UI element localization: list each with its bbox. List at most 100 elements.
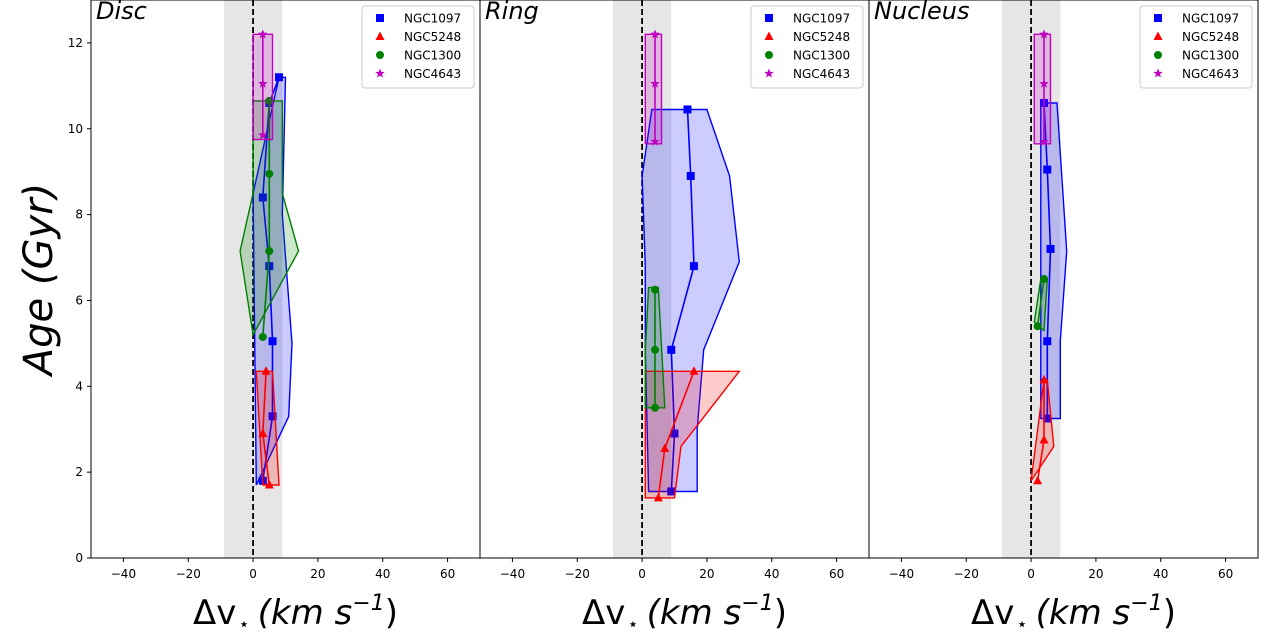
line-ngc1300 xyxy=(1036,278,1045,327)
legend-label: NGC4643 xyxy=(404,67,461,81)
legend-marker xyxy=(376,51,384,59)
legend-marker xyxy=(1153,68,1163,78)
point-ngc4643 xyxy=(258,29,268,39)
point-ngc4643 xyxy=(650,78,660,88)
x-tick-label: 20 xyxy=(310,567,325,581)
point-ngc5248 xyxy=(653,492,663,502)
x-axis-label-units: (km s xyxy=(647,593,742,633)
panels: −40 −20 0 20 40 60 0 2 4 6 8 10 12 Disc NGC1097 NGC5248… xyxy=(68,0,1259,635)
point-ngc1097 xyxy=(683,105,692,114)
x-tick-label: 20 xyxy=(1088,567,1103,581)
y-tick-label: 12 xyxy=(68,36,83,50)
point-ngc5248 xyxy=(1033,475,1043,485)
line-ngc1097 xyxy=(670,109,695,492)
panel-title: Disc xyxy=(96,0,147,25)
legend: NGC1097 NGC5248 NGC1300 NGC4643 xyxy=(1139,5,1253,89)
legend-box xyxy=(1139,5,1253,89)
legend-label: NGC1300 xyxy=(1182,49,1239,63)
legend-item-ngc1097: NGC1097 xyxy=(765,12,850,26)
legend-item-ngc4643: NGC4643 xyxy=(375,67,461,81)
point-ngc4643 xyxy=(1039,78,1049,88)
x-tick-label: −20 xyxy=(176,567,201,581)
point-ngc5248 xyxy=(689,366,699,375)
legend-marker xyxy=(765,51,773,59)
x-axis-label-units: (km s xyxy=(258,593,353,633)
axes-frame xyxy=(868,0,1259,559)
x-axis-label-symbol: Δv xyxy=(971,593,1014,633)
panel-data xyxy=(641,29,741,502)
band-ngc4643 xyxy=(644,33,663,145)
x-axis-label-sub: ⋆ xyxy=(1016,614,1027,635)
point-ngc1300 xyxy=(265,169,274,178)
legend-label: NGC5248 xyxy=(793,30,850,44)
panel-data xyxy=(239,29,300,489)
point-ngc5248 xyxy=(660,443,670,453)
point-ngc1300 xyxy=(651,285,660,294)
point-ngc5248 xyxy=(264,480,274,489)
legend-item-ngc1300: NGC1300 xyxy=(376,49,461,63)
x-axis-label-close: ) xyxy=(385,593,398,633)
point-ngc1300 xyxy=(651,403,660,412)
legend-item-ngc5248: NGC5248 xyxy=(1153,30,1239,44)
band-ngc1097 xyxy=(1040,102,1068,420)
point-ngc1097 xyxy=(667,487,676,496)
legend-item-ngc4643: NGC4643 xyxy=(1153,67,1239,81)
legend-label: NGC1097 xyxy=(404,12,461,26)
y-tick-label: 10 xyxy=(68,122,83,136)
legend-marker xyxy=(765,14,773,22)
point-ngc1097 xyxy=(670,429,679,438)
legend-item-ngc5248: NGC5248 xyxy=(764,30,850,44)
legend-marker xyxy=(1154,51,1162,59)
point-ngc1097 xyxy=(1043,165,1052,174)
x-axis-label-close: ) xyxy=(774,593,787,633)
x-tick-label: −40 xyxy=(111,567,136,581)
x-axis-label-close: ) xyxy=(1163,593,1176,633)
x-axis-label-exp: −1 xyxy=(1130,591,1162,616)
legend-label: NGC4643 xyxy=(1182,67,1239,81)
legend-item-ngc1300: NGC1300 xyxy=(765,49,850,63)
line-ngc1300 xyxy=(262,100,271,337)
point-ngc4643 xyxy=(1039,136,1049,146)
legend-label: NGC1097 xyxy=(1182,12,1239,26)
x-axis-label-units: (km s xyxy=(1036,593,1131,633)
legend-item-ngc4643: NGC4643 xyxy=(764,67,850,81)
band-ngc1097 xyxy=(641,108,741,493)
legend: NGC1097 NGC5248 NGC1300 NGC4643 xyxy=(750,5,864,89)
y-tick-label: 8 xyxy=(75,208,83,222)
legend-marker xyxy=(376,14,384,22)
point-ngc1097 xyxy=(268,337,277,346)
legend-marker xyxy=(764,31,774,40)
y-tick-label: 0 xyxy=(75,551,83,565)
point-ngc1300 xyxy=(258,332,267,341)
point-ngc1300 xyxy=(265,96,274,105)
legend-item-ngc1097: NGC1097 xyxy=(376,12,461,26)
point-ngc1097 xyxy=(1043,337,1052,346)
point-ngc5248 xyxy=(261,366,271,375)
x-axis-label-symbol: Δv xyxy=(582,593,625,633)
point-ngc5248 xyxy=(1039,434,1049,444)
x-tick-label: 60 xyxy=(1218,567,1233,581)
x-axis-label: Δv ⋆ (km s−1) xyxy=(971,591,1176,635)
x-axis-label-exp: −1 xyxy=(741,591,773,616)
x-tick-label: −20 xyxy=(565,567,590,581)
legend-marker xyxy=(375,31,385,40)
x-tick-label: 60 xyxy=(829,567,844,581)
x-axis-label-symbol: Δv xyxy=(193,593,236,633)
x-tick-label: 40 xyxy=(375,567,390,581)
legend-marker xyxy=(1154,14,1162,22)
y-tick-label: 4 xyxy=(75,379,83,393)
point-ngc4643 xyxy=(258,130,268,140)
point-ngc1300 xyxy=(1040,275,1049,283)
legend-box xyxy=(750,5,864,89)
point-ngc1300 xyxy=(651,345,660,354)
x-axis-label-sub: ⋆ xyxy=(627,614,638,635)
legend-marker xyxy=(1153,31,1163,40)
point-ngc4643 xyxy=(1039,29,1049,39)
x-tick-label: −20 xyxy=(954,567,979,581)
legend-item-ngc1097: NGC1097 xyxy=(1154,12,1239,26)
x-tick-label: 40 xyxy=(1153,567,1168,581)
x-axis-label-sub: ⋆ xyxy=(238,614,249,635)
band-ngc4643 xyxy=(1033,33,1052,145)
